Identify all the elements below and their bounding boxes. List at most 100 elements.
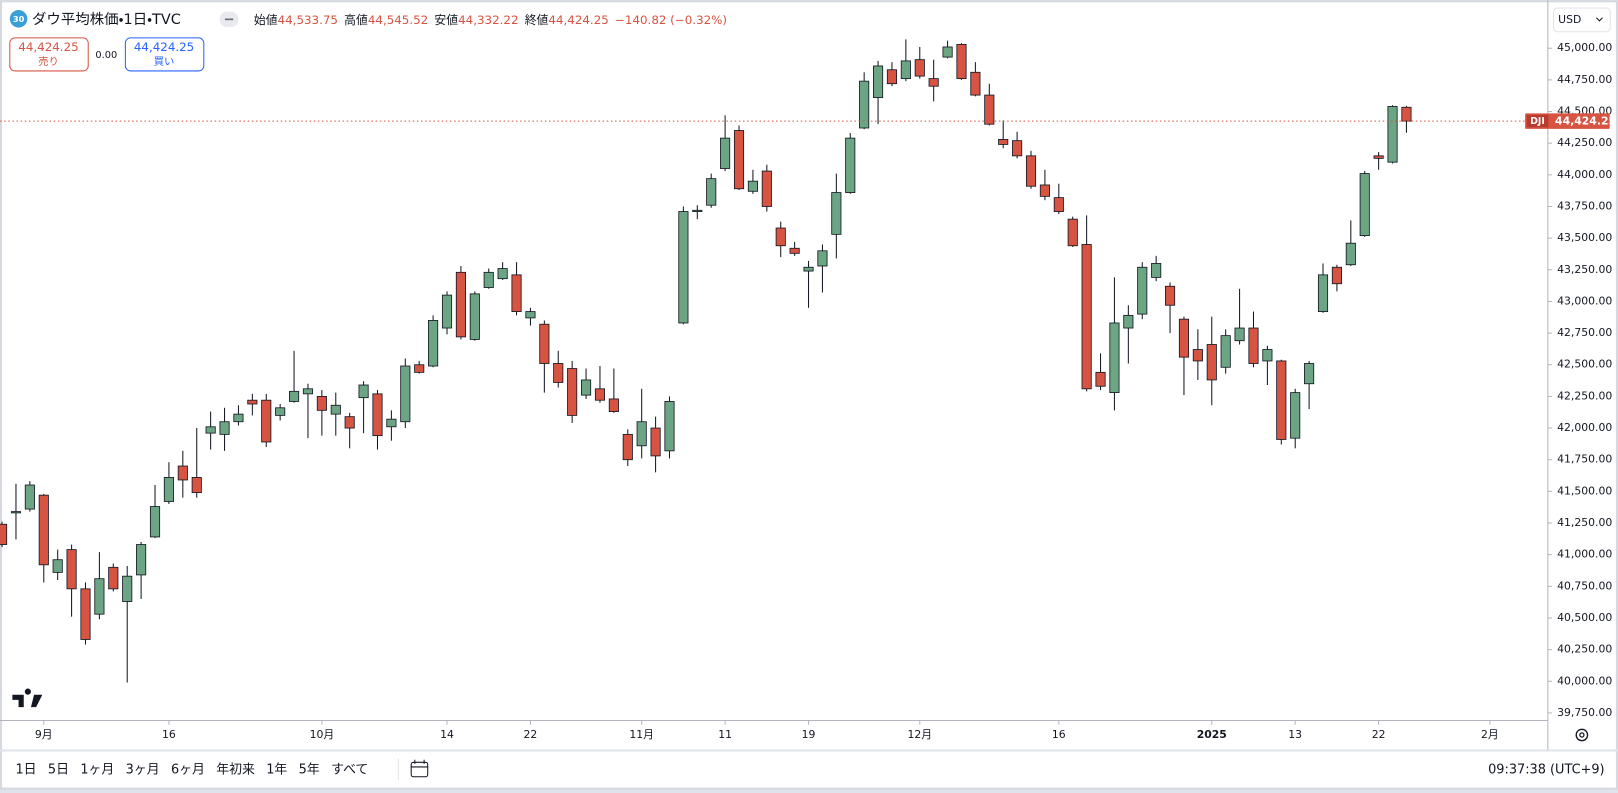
candle-body xyxy=(1095,371,1106,387)
x-tick-label: 11 xyxy=(718,728,732,741)
y-tick-label: 40,750.00 xyxy=(1557,579,1612,592)
candle-body xyxy=(942,46,953,58)
candle-body xyxy=(1317,274,1329,312)
candle-body xyxy=(525,311,536,319)
x-tick-label: 22 xyxy=(1372,728,1386,741)
y-tick-label: 43,500.00 xyxy=(1557,231,1612,244)
candle-body xyxy=(358,384,369,399)
y-tick-label: 45,000.00 xyxy=(1557,41,1612,54)
candle-body xyxy=(1234,327,1245,342)
candle-body xyxy=(38,494,49,566)
candle-body xyxy=(428,320,439,367)
buy-button[interactable] xyxy=(124,37,205,72)
ohlc-label: 終値 xyxy=(525,12,549,26)
candle-body xyxy=(122,575,133,602)
sell-button[interactable] xyxy=(9,37,89,72)
candle-body xyxy=(177,465,188,481)
y-tick-label: 43,250.00 xyxy=(1557,263,1612,276)
candle-body xyxy=(1178,318,1190,358)
timeframe-button[interactable]: 1日 xyxy=(15,763,36,778)
x-tick-label: 16 xyxy=(162,728,176,741)
spread: 0.00 xyxy=(95,50,117,61)
candle-body xyxy=(581,379,592,396)
last-price-symbol: DJI xyxy=(1530,116,1545,127)
timeframe-button[interactable]: 5日 xyxy=(48,763,69,778)
candle-body xyxy=(302,388,314,395)
timeframe-button[interactable]: 3ヶ月 xyxy=(126,763,160,778)
candle-body xyxy=(873,65,884,99)
y-tick-label: 43,750.00 xyxy=(1557,199,1612,212)
y-tick-label: 40,000.00 xyxy=(1557,674,1612,687)
candle-body xyxy=(678,211,689,324)
candle-body xyxy=(344,416,355,429)
candle-body xyxy=(233,413,244,423)
x-tick-label: 12月 xyxy=(907,728,932,741)
sell-label: 売り xyxy=(38,55,59,68)
candle-body xyxy=(1025,155,1037,187)
y-tick-label: 43,000.00 xyxy=(1557,294,1612,307)
candle-body xyxy=(497,268,508,280)
candle-body xyxy=(1137,266,1148,315)
candle-body xyxy=(483,271,494,288)
y-tick-label: 41,750.00 xyxy=(1557,453,1612,466)
x-tick-label: 22 xyxy=(524,728,538,741)
candle-body xyxy=(1123,314,1134,329)
candle-body xyxy=(191,477,202,494)
tv-logo xyxy=(12,688,43,708)
clock[interactable]: 09:37:38 (UTC+9) xyxy=(1488,763,1604,778)
candle-body xyxy=(1012,140,1023,157)
y-tick-label: 44,750.00 xyxy=(1557,73,1612,86)
y-tick-label: 41,500.00 xyxy=(1557,484,1612,497)
timeframe-button[interactable]: 1年 xyxy=(266,763,287,778)
candle-body xyxy=(1053,197,1064,212)
candle-body xyxy=(24,484,35,510)
candle-body xyxy=(692,209,703,212)
timeframe-button[interactable]: 6ヶ月 xyxy=(171,763,205,778)
candle-body xyxy=(414,364,425,373)
y-tick-label: 44,000.00 xyxy=(1557,168,1612,181)
candle-body xyxy=(886,69,898,85)
y-tick-label: 39,750.00 xyxy=(1557,706,1612,719)
candle-body xyxy=(664,401,675,452)
candle-body xyxy=(608,398,619,413)
candle-body xyxy=(205,426,216,434)
candle-body xyxy=(1401,106,1412,122)
candle-body xyxy=(52,559,63,573)
ohlc-label: 安値 xyxy=(434,12,458,26)
candle-body xyxy=(928,78,939,87)
x-tick-label: 16 xyxy=(1052,728,1066,741)
y-tick-label: 42,750.00 xyxy=(1557,326,1612,339)
currency-button[interactable] xyxy=(1552,7,1611,33)
timeframe-button[interactable]: 1ヶ月 xyxy=(80,763,114,778)
y-tick-label: 42,000.00 xyxy=(1557,421,1612,434)
candle-body xyxy=(720,137,731,169)
y-tick-label: 40,250.00 xyxy=(1557,643,1612,656)
candle-body xyxy=(859,80,870,129)
candle-body xyxy=(1220,335,1231,368)
x-tick-label: 14 xyxy=(440,728,454,741)
candle-body xyxy=(247,399,258,405)
candle-body xyxy=(1262,349,1273,362)
candle-body xyxy=(108,566,119,590)
chart-title: ダウ平均株価・1日・TVC xyxy=(32,11,181,28)
candle-body xyxy=(1331,266,1342,285)
settings-button[interactable] xyxy=(1575,728,1589,742)
candle-body xyxy=(553,363,564,383)
candle-body xyxy=(817,250,828,267)
date-range-button[interactable] xyxy=(410,759,429,778)
candle-body xyxy=(1165,285,1176,306)
candle-body xyxy=(1081,244,1092,390)
candle-body xyxy=(316,395,327,411)
timeframe-button[interactable]: 年初来 xyxy=(216,762,255,778)
settings-icon xyxy=(1579,732,1585,738)
timeframe-button[interactable]: すべて xyxy=(331,763,368,778)
candle-body xyxy=(149,506,161,538)
symbol-badge xyxy=(9,10,28,28)
y-tick-label: 41,250.00 xyxy=(1557,516,1612,529)
x-tick-label: 2025 xyxy=(1197,728,1227,741)
candle-body xyxy=(1248,327,1259,364)
buy-price: 44,424.25 xyxy=(134,40,194,54)
timeframe-button[interactable]: 5年 xyxy=(299,763,320,778)
